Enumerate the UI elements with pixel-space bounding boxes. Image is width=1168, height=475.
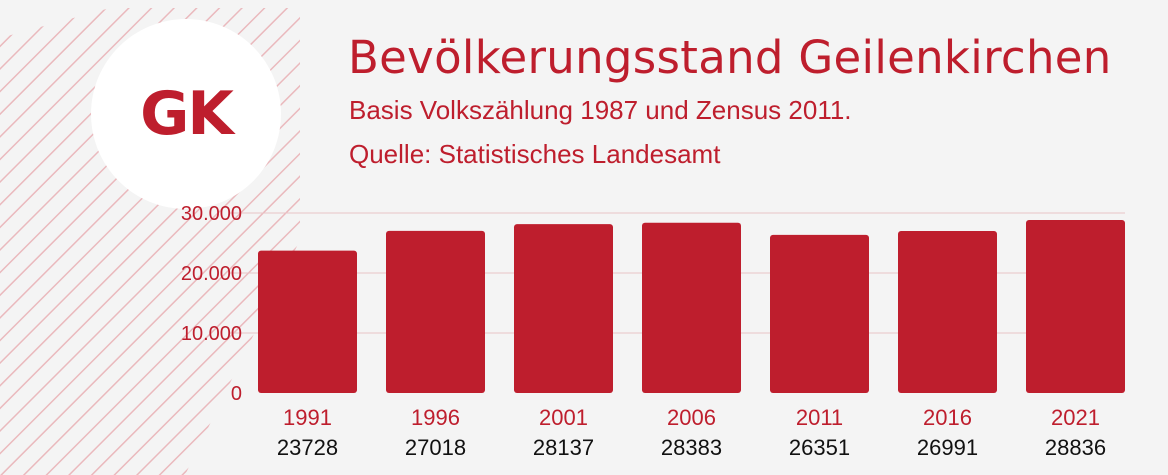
logo-circle bbox=[91, 19, 281, 209]
bar bbox=[642, 222, 741, 393]
x-tick-label: 2016 bbox=[923, 405, 972, 430]
bar bbox=[514, 224, 613, 393]
x-axis-tick-labels: 1991 1996 2001 2006 2011 2016 2021 bbox=[283, 405, 1100, 430]
data-label: 26991 bbox=[917, 435, 978, 460]
x-tick-label: 2001 bbox=[539, 405, 588, 430]
bar bbox=[258, 250, 357, 393]
subtitle-source: Quelle: Statistisches Landesamt bbox=[349, 139, 721, 169]
x-tick-label: 1996 bbox=[411, 405, 460, 430]
y-axis-tick-labels: 0 10.000 20.000 30.000 bbox=[181, 203, 242, 405]
bar bbox=[1026, 219, 1125, 393]
data-label: 26351 bbox=[789, 435, 850, 460]
bars bbox=[258, 219, 1125, 393]
x-tick-label: 2021 bbox=[1051, 405, 1100, 430]
x-tick-label: 1991 bbox=[283, 405, 332, 430]
bar bbox=[770, 234, 869, 393]
subtitle-basis: Basis Volkszählung 1987 und Zensus 2011. bbox=[349, 95, 852, 125]
y-tick-label: 10.000 bbox=[181, 323, 242, 345]
bar bbox=[386, 230, 485, 393]
page-title: Bevölkerungsstand Geilenkirchen bbox=[348, 31, 1112, 84]
data-label: 27018 bbox=[405, 435, 466, 460]
data-label: 23728 bbox=[277, 435, 338, 460]
logo-text: GK bbox=[140, 79, 234, 149]
y-tick-label: 0 bbox=[231, 383, 242, 405]
data-label: 28137 bbox=[533, 435, 594, 460]
bar bbox=[898, 231, 997, 393]
y-tick-label: 20.000 bbox=[181, 263, 242, 285]
data-labels: 23728 27018 28137 28383 26351 26991 28836 bbox=[277, 435, 1106, 460]
x-tick-label: 2011 bbox=[796, 405, 843, 430]
x-tick-label: 2006 bbox=[667, 405, 716, 430]
y-tick-label: 30.000 bbox=[181, 203, 242, 225]
data-label: 28383 bbox=[661, 435, 722, 460]
data-label: 28836 bbox=[1045, 435, 1106, 460]
